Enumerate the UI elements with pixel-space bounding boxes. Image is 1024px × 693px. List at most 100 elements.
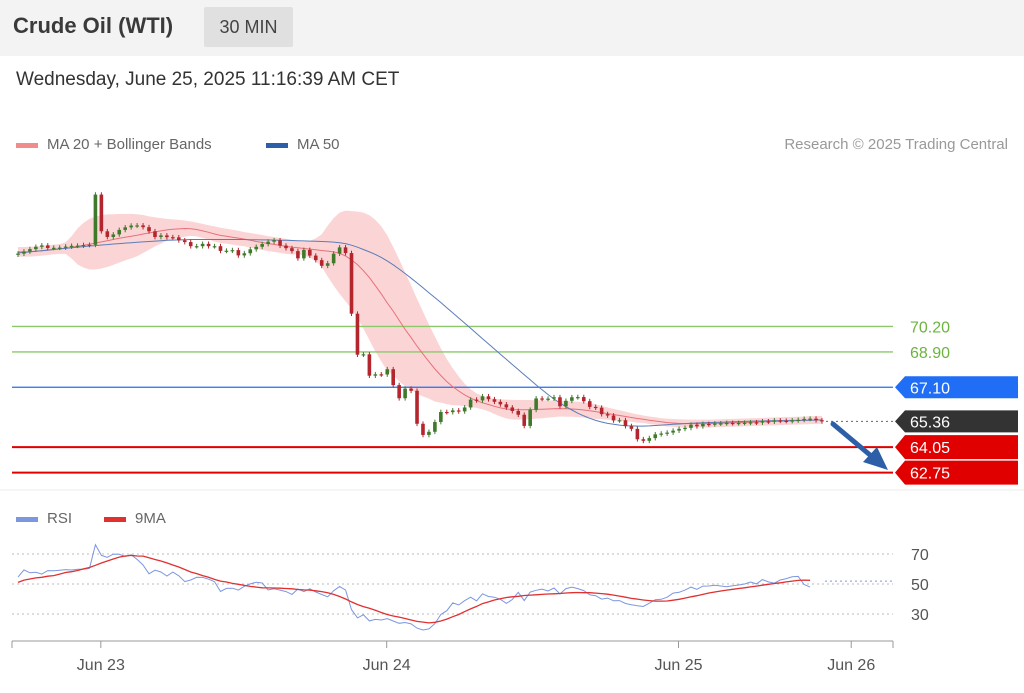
candle [474, 399, 479, 401]
candle [22, 251, 26, 254]
candle [159, 235, 163, 237]
level-tag [895, 435, 1018, 460]
candle [45, 245, 50, 248]
candle [724, 422, 729, 425]
candle [409, 388, 413, 391]
candle [736, 422, 741, 425]
candle [147, 227, 151, 232]
candle [713, 423, 717, 425]
candle [403, 388, 407, 399]
legend-swatch [16, 142, 38, 148]
rsi-line [17, 543, 811, 631]
candle [480, 396, 485, 401]
candle [683, 427, 687, 430]
candle [778, 420, 783, 422]
candle [623, 420, 628, 427]
candle [188, 242, 193, 247]
candle [665, 432, 669, 434]
candle [343, 247, 348, 254]
candle [647, 438, 652, 441]
candle [707, 423, 711, 426]
candle [742, 422, 747, 424]
candle [16, 253, 20, 255]
instrument-title: Crude Oil (WTI) [13, 13, 174, 38]
candle [63, 246, 68, 248]
candle [522, 414, 527, 426]
candle [808, 418, 812, 420]
candle [576, 397, 580, 399]
candle [123, 227, 127, 230]
candle [516, 411, 521, 415]
legend-label: 9MA [135, 510, 166, 527]
candle [242, 253, 247, 256]
candle [671, 430, 675, 433]
candle [284, 245, 288, 249]
candle [802, 418, 806, 421]
timeframe-badge[interactable]: 30 MIN [204, 7, 293, 47]
candle [659, 433, 663, 435]
candle [558, 397, 562, 407]
candle [153, 231, 157, 237]
candle [57, 247, 62, 249]
legend-swatch [266, 142, 288, 148]
candle [653, 434, 658, 439]
candle [212, 246, 217, 248]
candle [456, 410, 461, 412]
legend-ma20: MA 20 + Bollinger Bands [16, 136, 212, 153]
candle [200, 243, 205, 247]
candle [587, 401, 592, 407]
candle [69, 245, 74, 248]
candle [790, 420, 795, 422]
candle [629, 426, 634, 429]
level-label: 64.05 [910, 440, 950, 457]
candle [224, 250, 229, 252]
candle [129, 225, 133, 228]
candle [611, 415, 616, 421]
rsi-ma-line [17, 554, 811, 624]
candle [462, 407, 467, 412]
candle [87, 244, 92, 247]
level-label: 67.10 [910, 380, 950, 397]
candle [34, 246, 38, 250]
candle [534, 398, 538, 410]
candle [105, 231, 110, 237]
candle [51, 247, 56, 249]
x-tick-label: Jun 26 [827, 657, 875, 674]
candle [486, 396, 491, 400]
candle [784, 420, 789, 423]
candle [81, 245, 86, 247]
candle [581, 397, 586, 402]
candle [766, 421, 771, 423]
candle [296, 251, 300, 259]
candle [266, 241, 270, 245]
candle [302, 249, 306, 259]
x-tick-label: Jun 23 [77, 657, 125, 674]
candle [427, 431, 431, 435]
candle [194, 246, 199, 248]
candle [528, 409, 532, 426]
candle [593, 406, 598, 409]
candle [278, 240, 282, 246]
forecast-arrow-head [863, 447, 888, 470]
rsi-tick-label: 30 [911, 607, 929, 624]
candle [701, 423, 705, 427]
candle [546, 398, 550, 400]
legend-9ma: 9MA [104, 510, 166, 527]
candle [165, 235, 169, 238]
level-label: 65.36 [910, 414, 950, 431]
candle [570, 397, 574, 401]
candle [385, 369, 390, 375]
candle [552, 397, 556, 399]
candle [177, 237, 181, 241]
candle [117, 229, 122, 235]
candle [349, 253, 354, 314]
candle [421, 423, 425, 435]
candle [415, 390, 419, 424]
forecast-arrow-shaft [830, 421, 879, 463]
candle [796, 419, 800, 422]
candle [605, 414, 610, 416]
candle [355, 313, 360, 355]
level-label: 70.20 [910, 319, 950, 336]
candle [820, 420, 824, 422]
candle [468, 399, 473, 408]
